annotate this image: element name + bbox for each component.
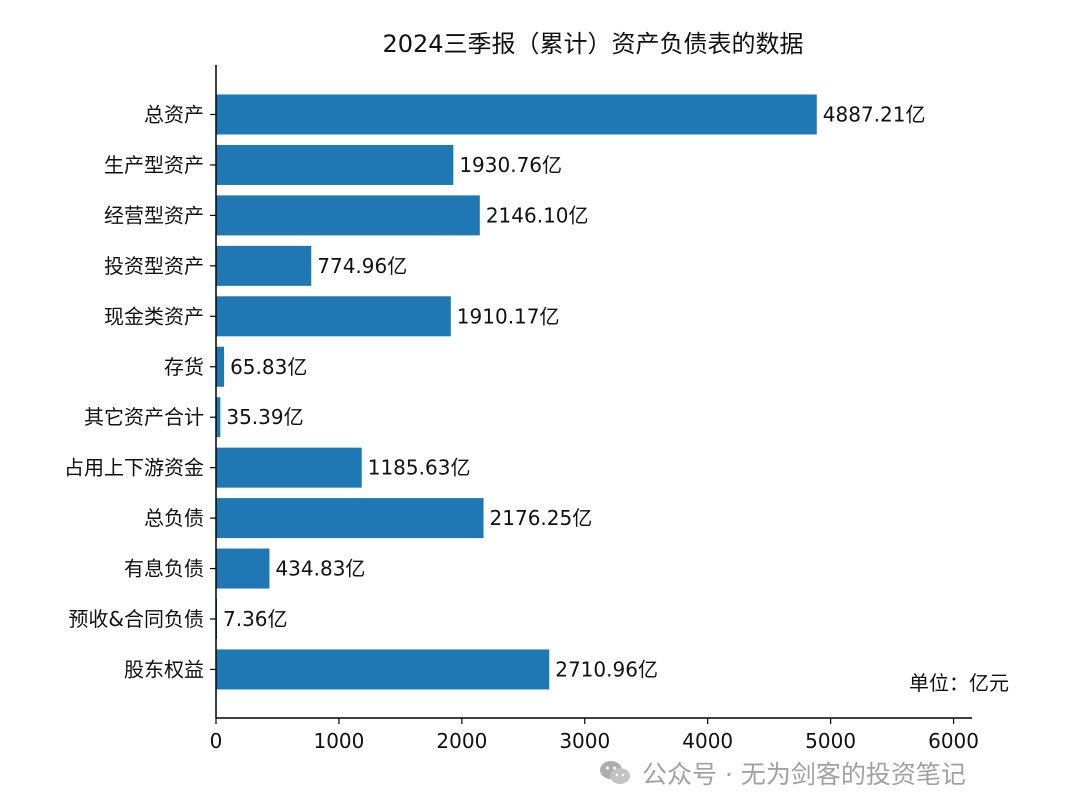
value-label-8: 2176.25亿 xyxy=(490,506,593,530)
y-tick-label-9: 有息负债 xyxy=(124,557,204,581)
y-tick-label-3: 投资型资产 xyxy=(104,254,204,278)
x-tick-label-5: 5000 xyxy=(805,729,856,753)
value-label-4: 1910.17亿 xyxy=(457,304,560,328)
y-tick-label-2: 经营型资产 xyxy=(104,203,204,227)
value-labels: 4887.21亿 1930.76亿 2146.10亿 774.96亿 1910.17亿 6… xyxy=(223,103,925,682)
bar-11 xyxy=(216,649,550,690)
bar-1 xyxy=(216,144,454,185)
y-tick-label-6: 其它资产合计 xyxy=(84,405,204,429)
bar-4 xyxy=(216,296,451,337)
y-tick-label-4: 现金类资产 xyxy=(104,304,204,328)
bar-8 xyxy=(216,498,484,539)
y-tick-label-8: 总负债 xyxy=(144,506,204,530)
bar-2 xyxy=(216,195,480,236)
bar-6 xyxy=(216,397,221,438)
x-axis: 0 1000 2000 3000 4000 5000 6000 xyxy=(210,717,979,753)
bar-9 xyxy=(216,548,270,589)
x-tick-label-2: 2000 xyxy=(436,729,487,753)
chart-title: 2024三季报（累计）资产负债表的数据 xyxy=(382,30,803,58)
bar-7 xyxy=(216,447,362,488)
y-tick-label-0: 总资产 xyxy=(144,103,204,127)
x-tick-label-4: 4000 xyxy=(682,729,733,753)
y-tick-labels: 总资产生产型资产经营型资产投资型资产现金类资产存货其它资产合计占用上下游资金总负… xyxy=(64,103,216,681)
bar-5 xyxy=(216,346,225,387)
value-label-3: 774.96亿 xyxy=(317,254,407,278)
value-label-9: 434.83亿 xyxy=(275,557,365,581)
bars-group xyxy=(216,94,817,690)
value-label-5: 65.83亿 xyxy=(230,355,307,379)
watermark-text: 公众号 · 无为剑客的投资笔记 xyxy=(642,760,966,789)
value-label-11: 2710.96亿 xyxy=(555,657,658,681)
y-tick-label-11: 股东权益 xyxy=(124,657,204,681)
y-tick-label-5: 存货 xyxy=(164,355,204,379)
value-label-2: 2146.10亿 xyxy=(486,203,589,227)
bar-0 xyxy=(216,94,817,135)
bar-3 xyxy=(216,245,312,286)
value-label-10: 7.36亿 xyxy=(223,607,288,631)
value-label-6: 35.39亿 xyxy=(226,405,303,429)
y-tick-label-10: 预收&合同负债 xyxy=(68,607,204,631)
x-tick-label-3: 3000 xyxy=(559,729,610,753)
x-tick-label-0: 0 xyxy=(210,729,223,753)
wechat-icon xyxy=(600,761,630,784)
y-tick-label-1: 生产型资产 xyxy=(104,153,204,177)
x-tick-label-1: 1000 xyxy=(313,729,364,753)
y-tick-label-7: 占用上下游资金 xyxy=(64,456,204,480)
value-label-0: 4887.21亿 xyxy=(823,103,926,127)
unit-note: 单位：亿元 xyxy=(909,671,1009,695)
value-label-1: 1930.76亿 xyxy=(459,153,562,177)
watermark: 公众号 · 无为剑客的投资笔记 xyxy=(598,748,1068,798)
x-tick-label-6: 6000 xyxy=(928,729,979,753)
value-label-7: 1185.63亿 xyxy=(368,456,471,480)
